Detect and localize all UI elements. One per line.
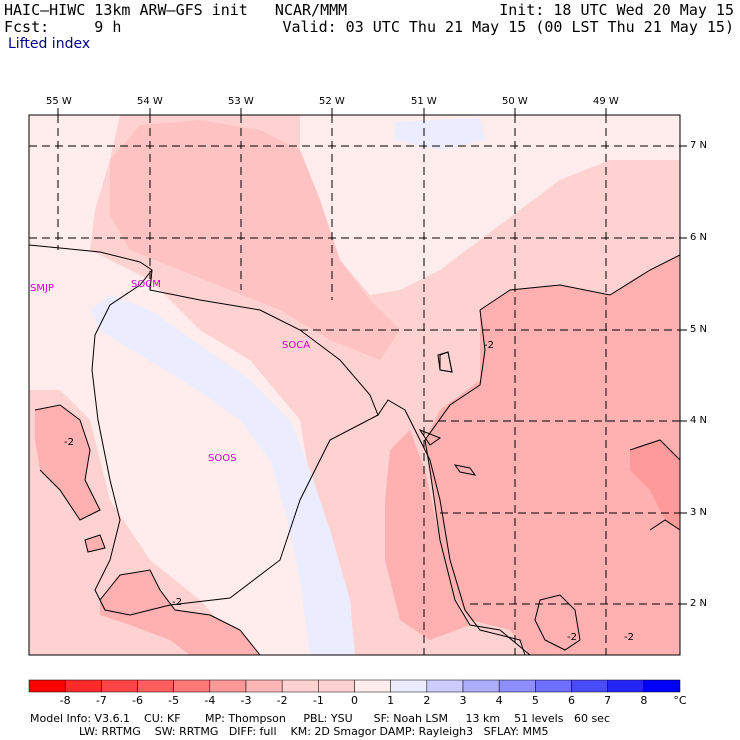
station-socm: SOCM [131, 279, 161, 290]
lon-label: 52 W [319, 96, 345, 107]
colorbar-swatch [643, 679, 681, 693]
colorbar-swatch [607, 679, 645, 693]
contour-label: -2 [484, 340, 494, 351]
colorbar-tick-label: -5 [168, 694, 180, 707]
model-info-line2: LW: RRTMG SW: RRTMG DIFF: full KM: 2D Sm… [30, 725, 549, 738]
lat-lon-grid [29, 115, 680, 655]
colorbar-tick-label: -3 [240, 694, 252, 707]
lon-label: 49 W [593, 96, 619, 107]
colorbar-tick-label: 8 [640, 694, 648, 707]
colorbar [28, 679, 681, 693]
field-name: Lifted index [8, 36, 91, 52]
station-soos: SOOS [208, 453, 237, 464]
tick-marks [57, 108, 687, 605]
colorbar-swatch [390, 679, 428, 693]
init-time: Init: 18 UTC Wed 20 May 15 [499, 1, 734, 19]
lon-label: 51 W [411, 96, 437, 107]
map-frame [28, 114, 681, 656]
colorbar-swatch [318, 679, 355, 693]
model-title: HAIC–HIWC 13km ARW–GFS init NCAR/MMM [4, 1, 348, 19]
contour-label: -2 [624, 632, 634, 643]
lon-label: 50 W [502, 96, 528, 107]
lat-label: 2 N [690, 598, 708, 609]
colorbar-tick-label: -6 [132, 694, 143, 707]
colorbar-swatch [571, 679, 608, 693]
lon-label: 55 W [46, 96, 72, 107]
shade-minus2-islet [85, 535, 105, 552]
shade-positive-north [395, 118, 485, 150]
colorbar-swatch [209, 679, 247, 693]
contour-label: -2 [567, 632, 577, 643]
colorbar-tick-label: -2 [276, 694, 288, 707]
colorbar-tick-label: 7 [604, 694, 612, 707]
shade-minus2-west [35, 405, 100, 520]
colorbar-tick-label: 0 [351, 694, 358, 707]
colorbar-tick-label: 1 [387, 694, 395, 707]
shade-minus3-east [630, 440, 680, 530]
colorbar-unit: °C [673, 694, 687, 707]
valid-time: Valid: 03 UTC Thu 21 May 15 (00 LST Thu … [282, 18, 734, 36]
colorbar-swatch [64, 679, 102, 693]
contour-label: -2 [172, 597, 182, 608]
shade-neutral-north [300, 115, 680, 295]
colorbar-tick-label: 5 [531, 694, 539, 707]
shade-minus2-southwest [100, 570, 260, 655]
colorbar-tick-label: -1 [312, 694, 324, 707]
colorbar-tick-label: -7 [95, 694, 107, 707]
shade-minus2-coast [385, 430, 470, 640]
colorbar-tick-label: 4 [495, 694, 503, 707]
colorbar-swatch [101, 679, 138, 693]
colorbar-swatch [137, 679, 174, 693]
lon-label: 53 W [228, 96, 254, 107]
colorbar-swatch [498, 679, 536, 693]
colorbar-swatch [173, 679, 211, 693]
station-smjp: SMJP [30, 283, 54, 294]
lat-label: 5 N [690, 324, 708, 335]
shade-minus2-east [425, 255, 680, 655]
lat-label: 3 N [690, 507, 708, 518]
shade-positive-band [90, 295, 355, 655]
colorbar-swatch [462, 679, 500, 693]
colorbar-tick-label: 6 [568, 694, 575, 707]
colorbar-swatch [281, 679, 319, 693]
coastline-borders [29, 244, 581, 655]
contour-label: -2 [64, 437, 74, 448]
colorbar-swatch [245, 679, 283, 693]
contour-minus2 [34, 254, 680, 655]
lat-label: 7 N [690, 140, 708, 151]
model-info-line1: Model Info: V3.6.1 CU: KF MP: Thompson P… [30, 712, 610, 725]
colorbar-tick-label: -8 [59, 694, 71, 707]
shade-minus1-nw [110, 120, 400, 360]
forecast-hour: Fcst: 9 h [4, 18, 122, 36]
colorbar-tick-label: 3 [459, 694, 467, 707]
shade-neutral-west [29, 115, 330, 655]
colorbar-tick-label: 2 [423, 694, 431, 707]
lat-label: 6 N [690, 232, 708, 243]
colorbar-swatch [426, 679, 464, 693]
colorbar-swatch [535, 679, 572, 693]
station-soca: SOCA [282, 340, 311, 351]
lat-label: 4 N [690, 415, 708, 426]
colorbar-swatch [28, 679, 66, 693]
colorbar-tick-label: -4 [204, 694, 216, 707]
colorbar-swatch [354, 679, 391, 693]
lon-label: 54 W [137, 96, 163, 107]
